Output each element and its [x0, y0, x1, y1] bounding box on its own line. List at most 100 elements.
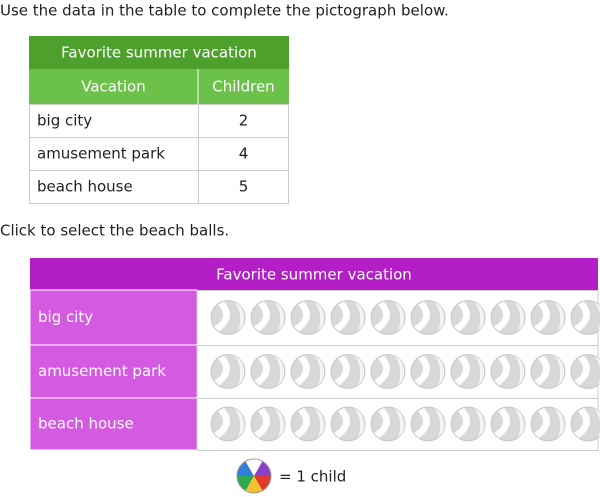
ball-stripe [294, 408, 310, 438]
beach-ball[interactable] [330, 406, 366, 442]
beach-ball[interactable] [330, 354, 366, 389]
beach-ball[interactable] [490, 354, 526, 389]
beach-ball[interactable] [570, 300, 600, 335]
row-label: beach house [38, 415, 134, 433]
ball-stripe [274, 355, 284, 386]
row-label: amusement park [38, 362, 166, 380]
beach-ball[interactable] [210, 406, 246, 442]
beach-ball[interactable] [290, 300, 326, 335]
ball-stripe [374, 301, 390, 332]
beach-ball[interactable] [450, 354, 486, 389]
beach-ball[interactable] [290, 354, 326, 389]
ball-stripe [554, 301, 564, 332]
ball-stripe [474, 355, 484, 386]
ball-stripe [294, 301, 310, 332]
ball-stripe [414, 408, 430, 438]
beach-ball[interactable] [530, 406, 566, 442]
table-header-bg [29, 69, 289, 104]
ball-stripe [594, 301, 600, 332]
ball-stripe [534, 301, 550, 332]
ball-stripe [294, 355, 310, 386]
ball-stripe [394, 355, 404, 386]
ball-stripe [234, 301, 244, 332]
ball-stripe [454, 301, 470, 332]
ball-stripe [514, 301, 524, 332]
ball-stripe [574, 355, 590, 386]
beach-ball[interactable] [570, 354, 600, 389]
ball-stripe [514, 355, 524, 386]
ball-stripe [434, 355, 444, 386]
row-label-bg [29, 397, 198, 451]
beach-ball[interactable] [290, 406, 326, 442]
beach-ball[interactable] [530, 300, 566, 335]
ball-stripe [454, 408, 470, 438]
table-cell: beach house [37, 178, 133, 196]
ball-stripe [354, 408, 364, 438]
table-title: Favorite summer vacation [61, 44, 257, 62]
ball-stripe [334, 408, 350, 438]
ball-stripe [414, 355, 430, 386]
key-ball-outline [236, 458, 272, 494]
beach-ball[interactable] [370, 406, 406, 442]
ball-stripe [314, 355, 324, 386]
ball-stripe [374, 408, 390, 438]
beach-ball[interactable] [250, 406, 286, 442]
ball-stripe [554, 408, 564, 438]
header-cell: Vacation [81, 78, 145, 96]
ball-stripe [234, 355, 244, 386]
beach-ball[interactable] [490, 406, 526, 442]
beach-ball[interactable] [530, 354, 566, 389]
row-label: big city [38, 308, 93, 326]
ball-stripe [494, 355, 510, 386]
beach-ball[interactable] [410, 300, 446, 335]
ball-stripe [354, 355, 364, 386]
ball-stripe [254, 355, 270, 386]
key-ball [236, 458, 272, 494]
table-cell: 5 [239, 178, 249, 196]
pictograph-title-bg [30, 258, 598, 290]
ball-stripe [494, 301, 510, 332]
ball-stripe [394, 408, 404, 438]
ball-stripe [274, 301, 284, 332]
ball-stripe [494, 408, 510, 438]
row-label-bg [29, 289, 198, 346]
table-row [198, 170, 289, 204]
beach-ball[interactable] [250, 300, 286, 335]
beach-ball[interactable] [490, 300, 526, 335]
ball-stripe [534, 408, 550, 438]
beach-ball[interactable] [370, 354, 406, 389]
ball-stripe [534, 355, 550, 386]
ball-stripe [374, 355, 390, 386]
instruction: Use the data in the table to complete th… [0, 2, 449, 20]
key-ball-segment [245, 459, 263, 476]
ball-stripe [214, 408, 230, 438]
ball-stripe [574, 408, 590, 438]
prompt: Click to select the beach balls. [0, 222, 229, 240]
ball-stripe [354, 301, 364, 332]
ball-stripe [254, 408, 270, 438]
ball-stripe [394, 301, 404, 332]
beach-ball[interactable] [210, 300, 246, 335]
ball-stripe [554, 355, 564, 386]
key-label: = 1 child [279, 468, 346, 486]
ball-stripe [434, 408, 444, 438]
beach-ball[interactable] [450, 300, 486, 335]
beach-ball[interactable] [250, 354, 286, 389]
ball-stripe [474, 301, 484, 332]
beach-ball[interactable] [370, 300, 406, 335]
beach-ball[interactable] [210, 354, 246, 389]
key-ball-segment [245, 476, 263, 493]
beach-ball[interactable] [410, 406, 446, 442]
table-cell: 4 [239, 145, 249, 163]
table-cell: 2 [239, 112, 249, 130]
beach-ball[interactable] [410, 354, 446, 389]
pictograph-title: Favorite summer vacation [216, 266, 412, 284]
ball-stripe [514, 408, 524, 438]
ball-stripe [334, 301, 350, 332]
beach-ball[interactable] [570, 406, 600, 442]
beach-ball[interactable] [330, 300, 366, 335]
beach-ball[interactable] [450, 406, 486, 442]
ball-stripe [214, 301, 230, 332]
ball-stripe [594, 408, 600, 438]
ball-stripe [474, 408, 484, 438]
